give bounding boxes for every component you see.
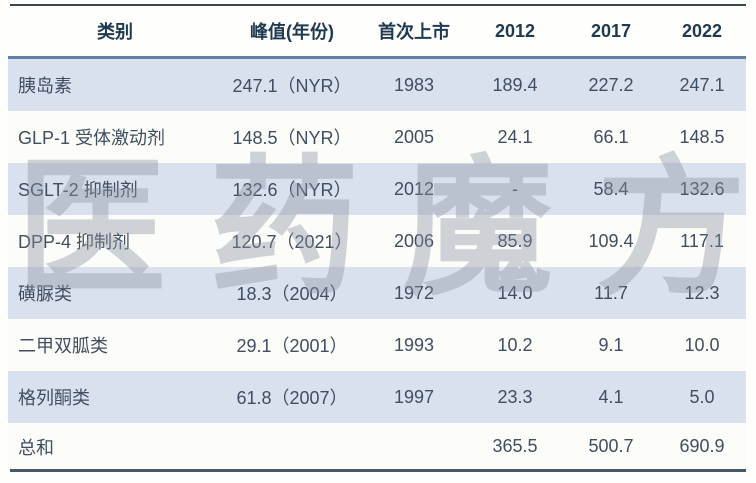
category-cell: 磺脲类 [8,267,222,319]
header-row: 类别 峰值(年份) 首次上市 2012 2017 2022 [8,6,746,59]
value-cell: 227.2 [564,57,658,111]
table-row: 胰岛素 247.1（NYR） 1983 189.4 227.2 247.1 [8,57,746,111]
value-cell: 2005 [362,111,466,163]
value-cell: 365.5 [466,423,564,470]
value-cell: 2006 [362,215,466,267]
table-row: 磺脲类 18.3（2004） 1972 14.0 11.7 12.3 [8,267,746,319]
value-cell: 1983 [362,57,466,111]
value-cell: 29.1（2001） [222,319,362,371]
value-cell: 5.0 [658,371,746,423]
table-row: DPP-4 抑制剂 120.7（2021） 2006 85.9 109.4 117.1 [8,215,746,267]
table-row: GLP-1 受体激动剂 148.5（NYR） 2005 24.1 66.1 148.5 [8,111,746,163]
value-cell: 85.9 [466,215,564,267]
top-border-line [10,4,746,6]
value-cell: 690.9 [658,423,746,470]
category-cell: 二甲双胍类 [8,319,222,371]
category-cell: 总和 [8,423,222,470]
category-cell: 胰岛素 [8,57,222,111]
col-header-peak-year: 峰值(年份) [222,6,362,59]
drug-class-sales-table: 类别 峰值(年份) 首次上市 2012 2017 2022 胰岛素 247.1（N… [8,6,746,470]
value-cell: 109.4 [564,215,658,267]
value-cell: 24.1 [466,111,564,163]
value-cell: 2012 [362,163,466,215]
value-cell: 132.6 [658,163,746,215]
category-cell: SGLT-2 抑制剂 [8,163,222,215]
value-cell: 148.5 [658,111,746,163]
value-cell: 500.7 [564,423,658,470]
value-cell: 132.6（NYR） [222,163,362,215]
value-cell [222,423,362,470]
table-row: 格列酮类 61.8（2007） 1997 23.3 4.1 5.0 [8,371,746,423]
bottom-border-line [10,469,746,472]
value-cell: 12.3 [658,267,746,319]
col-header-2012: 2012 [466,6,564,59]
value-cell: 1972 [362,267,466,319]
table-row: SGLT-2 抑制剂 132.6（NYR） 2012-58.4 132.6 [8,163,746,215]
table-row: 二甲双胍类 29.1（2001） 1993 10.2 9.1 10.0 [8,319,746,371]
value-cell: 9.1 [564,319,658,371]
value-cell: 1993 [362,319,466,371]
total-row: 总和 365.5 500.7 690.9 [8,423,746,470]
value-cell: 14.0 [466,267,564,319]
value-cell: - [466,163,564,215]
value-cell: 189.4 [466,57,564,111]
value-cell: 58.4 [564,163,658,215]
value-cell: 18.3（2004） [222,267,362,319]
category-cell: DPP-4 抑制剂 [8,215,222,267]
value-cell: 4.1 [564,371,658,423]
value-cell: 61.8（2007） [222,371,362,423]
value-cell: 1997 [362,371,466,423]
value-cell: 247.1（NYR） [222,57,362,111]
category-cell: GLP-1 受体激动剂 [8,111,222,163]
col-header-first-launch: 首次上市 [362,6,466,59]
col-header-2017: 2017 [564,6,658,59]
value-cell: 23.3 [466,371,564,423]
value-cell: 247.1 [658,57,746,111]
value-cell [362,423,466,470]
value-cell: 10.2 [466,319,564,371]
table-body: 胰岛素 247.1（NYR） 1983 189.4 227.2 247.1 GLP-1 受体… [8,57,746,470]
value-cell: 120.7（2021） [222,215,362,267]
value-cell: 11.7 [564,267,658,319]
category-cell: 格列酮类 [8,371,222,423]
col-header-category: 类别 [8,6,222,59]
value-cell: 148.5（NYR） [222,111,362,163]
value-cell: 117.1 [658,215,746,267]
value-cell: 66.1 [564,111,658,163]
value-cell: 10.0 [658,319,746,371]
col-header-2022: 2022 [658,6,746,59]
